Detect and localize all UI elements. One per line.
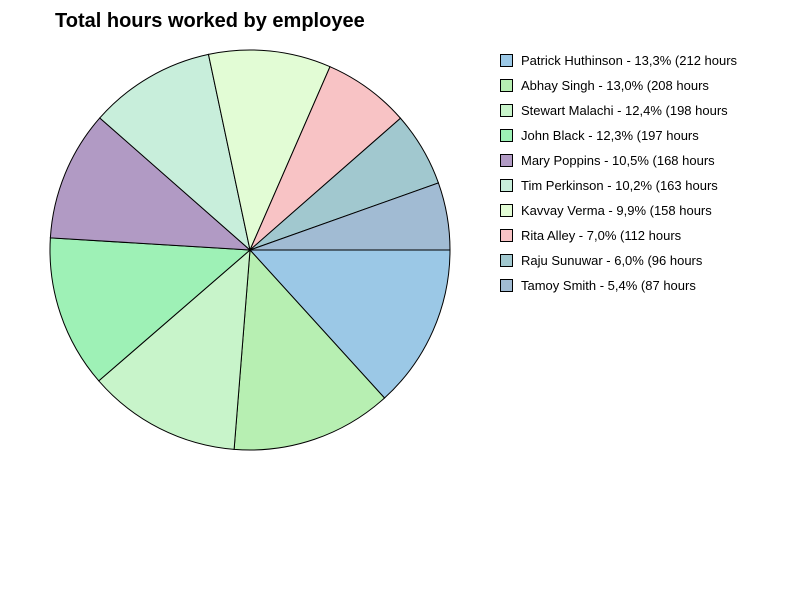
legend-label: Abhay Singh - 13,0% (208 hours <box>521 78 709 93</box>
legend-label: Tamoy Smith - 5,4% (87 hours <box>521 278 696 293</box>
legend-item: Stewart Malachi - 12,4% (198 hours <box>500 98 790 123</box>
legend-swatch <box>500 129 513 142</box>
legend-item: Tim Perkinson - 10,2% (163 hours <box>500 173 790 198</box>
legend-item: Rita Alley - 7,0% (112 hours <box>500 223 790 248</box>
legend-label: Raju Sunuwar - 6,0% (96 hours <box>521 253 703 268</box>
pie-slice <box>98 248 251 450</box>
legend-item: Kavvay Verma - 9,9% (158 hours <box>500 198 790 223</box>
legend-swatch <box>500 204 513 217</box>
legend-swatch <box>500 104 513 117</box>
legend-swatch <box>500 254 513 267</box>
legend-label: Stewart Malachi - 12,4% (198 hours <box>521 103 728 118</box>
legend-label: Patrick Huthinson - 13,3% (212 hours <box>521 53 738 68</box>
legend-item: Abhay Singh - 13,0% (208 hours <box>500 73 790 98</box>
pie-slice <box>49 237 252 382</box>
pie-slice <box>49 117 252 251</box>
legend-item: John Black - 12,3% (197 hours <box>500 123 790 148</box>
legend-swatch <box>500 229 513 242</box>
legend: Patrick Huthinson - 13,3% (212 hours Abha… <box>500 48 790 298</box>
pie-slice <box>207 49 331 252</box>
legend-swatch <box>500 154 513 167</box>
pie-slice <box>233 248 386 451</box>
legend-label: Tim Perkinson - 10,2% (163 hours <box>521 178 718 193</box>
legend-label: Rita Alley - 7,0% (112 hours <box>521 228 682 243</box>
legend-label: Kavvay Verma - 9,9% (158 hours <box>521 203 712 218</box>
chart-title: Total hours worked by employee <box>55 10 365 32</box>
legend-item: Patrick Huthinson - 13,3% (212 hours <box>500 48 790 73</box>
pie-slice <box>249 182 451 251</box>
legend-swatch <box>500 79 513 92</box>
legend-label: Mary Poppins - 10,5% (168 hours <box>521 153 715 168</box>
pie-slice <box>248 249 451 399</box>
legend-label: John Black - 12,3% (197 hours <box>521 128 699 143</box>
legend-item: Raju Sunuwar - 6,0% (96 hours <box>500 248 790 273</box>
legend-swatch <box>500 179 513 192</box>
legend-item: Mary Poppins - 10,5% (168 hours <box>500 148 790 173</box>
legend-swatch <box>500 54 513 67</box>
legend-item: Tamoy Smith - 5,4% (87 hours <box>500 273 790 298</box>
pie-slice <box>99 53 251 252</box>
legend-swatch <box>500 279 513 292</box>
